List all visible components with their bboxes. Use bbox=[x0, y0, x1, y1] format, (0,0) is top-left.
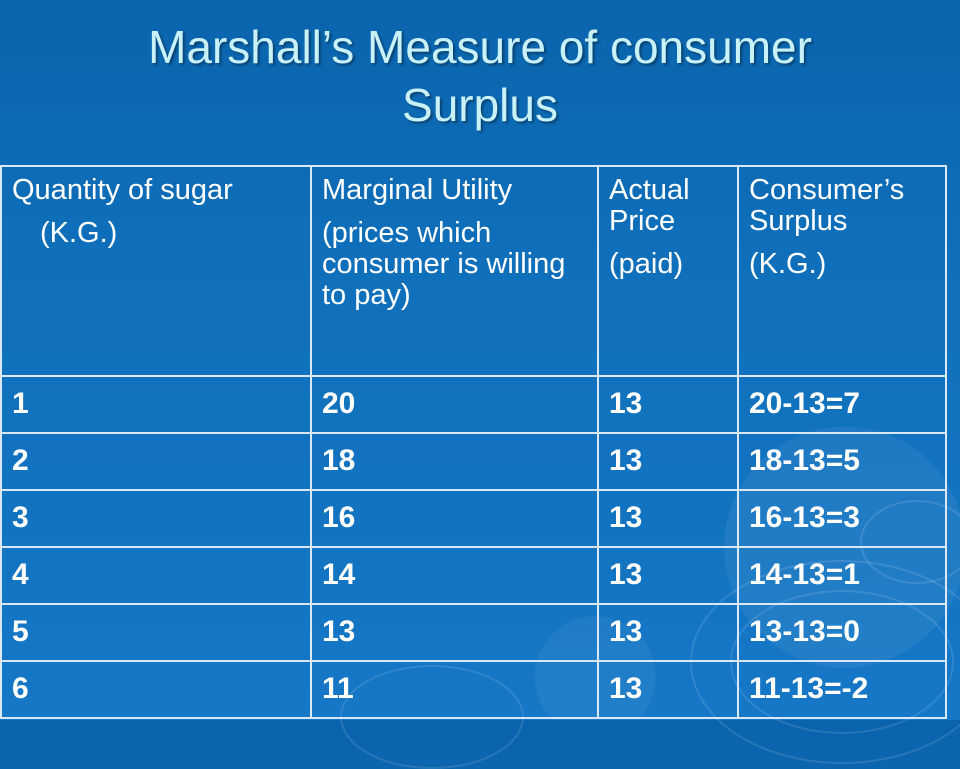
header-cell-consumer-surplus: Consumer’s Surplus (K.G.) bbox=[737, 165, 947, 377]
header-actual-price-note: (paid) bbox=[609, 248, 684, 280]
table-row: 4 14 13 14-13=1 bbox=[0, 546, 947, 605]
table-row: 6 11 13 11-13=-2 bbox=[0, 660, 947, 719]
header-cell-marginal-utility: Marginal Utility (prices which consumer … bbox=[310, 165, 599, 377]
consumer-surplus-cell: 16-13=3 bbox=[737, 489, 947, 548]
quantity-cell: 6 bbox=[0, 660, 312, 719]
actual-price-cell: 13 bbox=[597, 660, 739, 719]
actual-price-cell: 13 bbox=[597, 375, 739, 434]
marginal-utility-cell: 16 bbox=[310, 489, 599, 548]
consumer-surplus-cell: 11-13=-2 bbox=[737, 660, 947, 719]
header-actual-price-label: Actual Price bbox=[609, 174, 690, 237]
slide-title-line-1: Marshall’s Measure of consumer bbox=[148, 21, 812, 73]
header-cell-quantity: Quantity of sugar (K.G.) bbox=[0, 165, 312, 377]
header-quantity-label: Quantity of sugar bbox=[12, 174, 233, 206]
table-header-row: Quantity of sugar (K.G.) Marginal Utilit… bbox=[0, 165, 947, 377]
actual-price-cell: 13 bbox=[597, 432, 739, 491]
table-row: 2 18 13 18-13=5 bbox=[0, 432, 947, 491]
marginal-utility-cell: 14 bbox=[310, 546, 599, 605]
header-marginal-utility-label: Marginal Utility bbox=[322, 174, 513, 206]
header-marginal-utility-note: (prices which consumer is willing to pay… bbox=[322, 217, 566, 311]
header-quantity-unit: (K.G.) bbox=[40, 217, 118, 249]
table-row: 5 13 13 13-13=0 bbox=[0, 603, 947, 662]
actual-price-cell: 13 bbox=[597, 489, 739, 548]
marginal-utility-cell: 13 bbox=[310, 603, 599, 662]
slide-title-line-2: Surplus bbox=[402, 79, 558, 131]
consumer-surplus-cell: 13-13=0 bbox=[737, 603, 947, 662]
quantity-cell: 3 bbox=[0, 489, 312, 548]
table-row: 1 20 13 20-13=7 bbox=[0, 375, 947, 434]
table-row: 3 16 13 16-13=3 bbox=[0, 489, 947, 548]
slide-title: Marshall’s Measure of consumer Surplus bbox=[0, 18, 960, 134]
consumer-surplus-cell: 18-13=5 bbox=[737, 432, 947, 491]
marginal-utility-cell: 11 bbox=[310, 660, 599, 719]
header-cell-actual-price: Actual Price (paid) bbox=[597, 165, 739, 377]
consumer-surplus-cell: 20-13=7 bbox=[737, 375, 947, 434]
quantity-cell: 5 bbox=[0, 603, 312, 662]
consumer-surplus-table: Quantity of sugar (K.G.) Marginal Utilit… bbox=[0, 165, 947, 719]
quantity-cell: 2 bbox=[0, 432, 312, 491]
consumer-surplus-cell: 14-13=1 bbox=[737, 546, 947, 605]
actual-price-cell: 13 bbox=[597, 603, 739, 662]
header-consumer-surplus-unit: (K.G.) bbox=[749, 248, 827, 280]
header-consumer-surplus-label: Consumer’s Surplus bbox=[749, 174, 905, 237]
quantity-cell: 1 bbox=[0, 375, 312, 434]
actual-price-cell: 13 bbox=[597, 546, 739, 605]
marginal-utility-cell: 20 bbox=[310, 375, 599, 434]
quantity-cell: 4 bbox=[0, 546, 312, 605]
marginal-utility-cell: 18 bbox=[310, 432, 599, 491]
